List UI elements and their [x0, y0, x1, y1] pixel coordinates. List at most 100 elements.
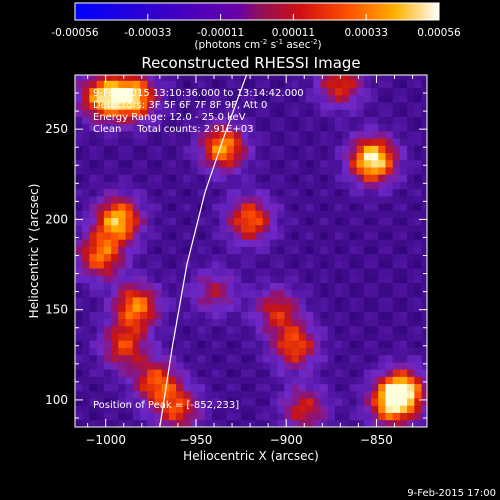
- heatmap-cell: [89, 203, 98, 211]
- heatmap-cell: [255, 159, 264, 168]
- heatmap-cell: [190, 311, 199, 320]
- heatmap-cell: [262, 253, 271, 262]
- heatmap-cell: [284, 318, 293, 327]
- heatmap-cell: [75, 210, 83, 218]
- heatmap-cell: [421, 268, 427, 276]
- heatmap-cell: [356, 217, 365, 226]
- heatmap-cell: [139, 109, 148, 117]
- heatmap-cell: [356, 203, 365, 211]
- heatmap-cell: [277, 195, 285, 204]
- colorbar-tick-label: -0.00011: [197, 27, 244, 39]
- heatmap-cell: [255, 188, 264, 197]
- heatmap-cell: [407, 94, 415, 103]
- heatmap-cell: [349, 102, 357, 110]
- heatmap-cell: [139, 282, 148, 291]
- heatmap-cell: [161, 311, 170, 320]
- heatmap-cell: [204, 188, 213, 197]
- heatmap-cell: [75, 232, 83, 240]
- heatmap-cell: [197, 109, 206, 117]
- heatmap-cell: [399, 152, 408, 161]
- heatmap-cell: [103, 239, 112, 247]
- heatmap-cell: [392, 152, 401, 161]
- heatmap-cell: [89, 289, 98, 298]
- heatmap-cell: [248, 232, 256, 240]
- heatmap-cell: [139, 75, 148, 81]
- heatmap-cell: [241, 138, 249, 146]
- heatmap-cell: [363, 109, 372, 117]
- heatmap-cell: [313, 325, 321, 334]
- heatmap-cell: [132, 159, 141, 168]
- heatmap-cell: [277, 268, 285, 276]
- heatmap-cell: [392, 145, 401, 154]
- heatmap-cell: [277, 246, 285, 255]
- heatmap-cell: [176, 75, 184, 81]
- heatmap-cell: [313, 239, 321, 247]
- heatmap-cell: [132, 347, 141, 356]
- heatmap-cell: [392, 369, 401, 377]
- heatmap-cell: [407, 152, 415, 161]
- heatmap-cell: [269, 87, 278, 96]
- heatmap-cell: [82, 80, 90, 89]
- heatmap-cell: [161, 116, 170, 125]
- heatmap-cell: [197, 268, 206, 276]
- heatmap-cell: [407, 239, 415, 247]
- heatmap-cell: [118, 376, 126, 385]
- heatmap-cell: [212, 333, 220, 341]
- heatmap-cell: [241, 239, 249, 247]
- heatmap-cell: [118, 94, 126, 103]
- heatmap-cell: [176, 174, 184, 182]
- heatmap-cell: [168, 304, 177, 312]
- heatmap-cell: [262, 260, 271, 269]
- heatmap-cell: [334, 354, 343, 363]
- heatmap-cell: [320, 102, 329, 110]
- heatmap-cell: [212, 181, 220, 190]
- heatmap-cell: [96, 224, 105, 233]
- heatmap-cell: [298, 130, 307, 139]
- heatmap-cell: [313, 333, 321, 341]
- heatmap-cell: [190, 188, 199, 197]
- heatmap-cell: [298, 297, 307, 305]
- heatmap-cell: [291, 195, 300, 204]
- heatmap-cell: [414, 347, 422, 356]
- heatmap-cell: [183, 268, 191, 276]
- heatmap-cell: [407, 362, 415, 370]
- heatmap-cell: [306, 412, 314, 421]
- heatmap-cell: [298, 325, 307, 334]
- heatmap-cell: [118, 87, 126, 96]
- heatmap-cell: [219, 383, 228, 392]
- heatmap-cell: [233, 383, 242, 392]
- heatmap-cell: [197, 102, 206, 110]
- heatmap-cell: [269, 246, 278, 255]
- heatmap-cell: [378, 217, 386, 226]
- heatmap-cell: [399, 275, 408, 283]
- heatmap-cell: [190, 152, 199, 161]
- heatmap-cell: [197, 376, 206, 385]
- heatmap-cell: [212, 102, 220, 110]
- heatmap-cell: [255, 138, 264, 146]
- heatmap-cell: [378, 130, 386, 139]
- heatmap-cell: [132, 102, 141, 110]
- heatmap-cell: [378, 398, 386, 406]
- heatmap-cell: [399, 174, 408, 182]
- heatmap-cell: [291, 224, 300, 233]
- heatmap-cell: [96, 181, 105, 190]
- heatmap-cell: [82, 253, 90, 262]
- heatmap-cell: [262, 188, 271, 197]
- heatmap-cell: [371, 419, 379, 427]
- heatmap-cell: [190, 354, 199, 363]
- heatmap-cell: [139, 102, 148, 110]
- heatmap-cell: [363, 116, 372, 125]
- heatmap-cell: [363, 297, 372, 305]
- heatmap-cell: [139, 167, 148, 175]
- heatmap-cell: [277, 405, 285, 413]
- heatmap-cell: [161, 325, 170, 334]
- heatmap-cell: [226, 195, 235, 204]
- heatmap-cell: [75, 412, 83, 421]
- heatmap-cell: [284, 123, 293, 132]
- heatmap-cell: [334, 297, 343, 305]
- heatmap-cell: [248, 268, 256, 276]
- heatmap-cell: [75, 224, 83, 233]
- heatmap-cell: [320, 419, 329, 427]
- heatmap-cell: [298, 109, 307, 117]
- heatmap-cell: [306, 174, 314, 182]
